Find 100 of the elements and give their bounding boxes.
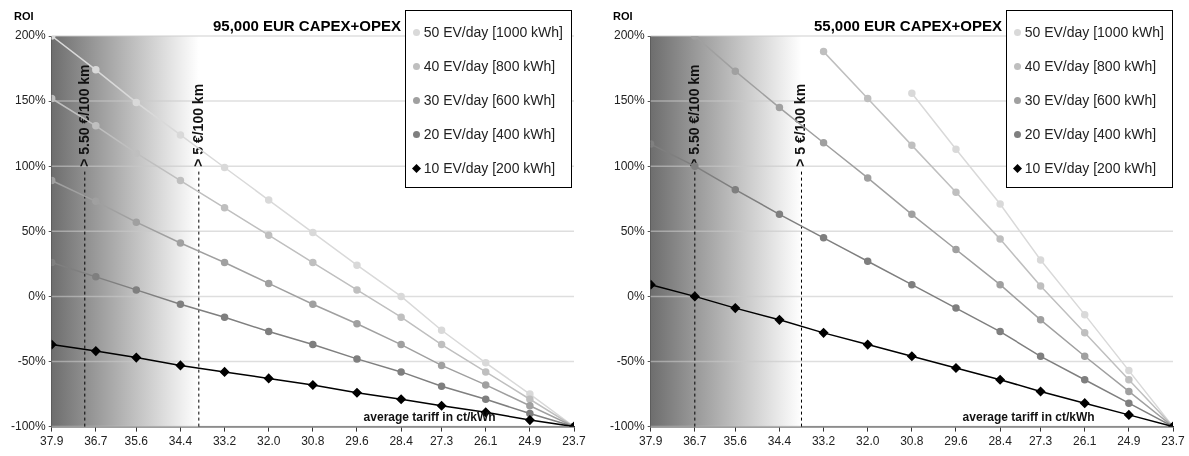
point bbox=[774, 315, 785, 325]
point bbox=[1125, 375, 1133, 384]
point bbox=[397, 313, 405, 321]
point bbox=[92, 273, 100, 281]
point bbox=[1124, 410, 1134, 420]
point bbox=[775, 210, 784, 219]
point bbox=[908, 280, 916, 289]
point bbox=[1125, 387, 1133, 396]
y-tick-label: 200% bbox=[14, 28, 47, 43]
x-tick-label: 36.7 bbox=[84, 434, 108, 449]
y-axis-title: ROI bbox=[14, 10, 34, 22]
x-tick-label: 26.1 bbox=[474, 434, 498, 449]
point bbox=[996, 200, 1004, 208]
point bbox=[731, 67, 740, 75]
point bbox=[132, 218, 141, 226]
point bbox=[264, 327, 273, 336]
y-tick-label: 50% bbox=[21, 223, 46, 238]
x-tick-label: 33.2 bbox=[212, 434, 237, 449]
chart-title: 55,000 EUR CAPEX+OPEX bbox=[813, 17, 1002, 34]
chart-title: 95,000 EUR CAPEX+OPEX bbox=[212, 17, 401, 34]
point bbox=[220, 258, 229, 267]
point bbox=[481, 381, 490, 389]
y-tick-label: 0% bbox=[627, 288, 646, 303]
point bbox=[309, 228, 317, 237]
point bbox=[481, 359, 490, 367]
point bbox=[863, 174, 872, 182]
legend-label: 40 EV/day [800 kWh] bbox=[423, 58, 556, 74]
point bbox=[176, 300, 185, 308]
point bbox=[1079, 398, 1090, 408]
point bbox=[908, 141, 916, 150]
point bbox=[396, 394, 406, 405]
x-tick-label: 29.6 bbox=[944, 434, 968, 449]
point bbox=[481, 395, 490, 404]
point bbox=[951, 363, 961, 373]
y-tick-label: 150% bbox=[613, 93, 646, 108]
point bbox=[264, 279, 273, 288]
point bbox=[996, 280, 1004, 289]
point bbox=[731, 185, 740, 194]
point bbox=[775, 103, 784, 112]
point bbox=[819, 47, 828, 56]
x-tick-label: 37.9 bbox=[40, 434, 64, 449]
point bbox=[352, 388, 362, 398]
point bbox=[437, 326, 446, 334]
point bbox=[526, 409, 534, 418]
point bbox=[397, 292, 405, 301]
point bbox=[1036, 352, 1045, 361]
point bbox=[92, 66, 100, 74]
x-tick-label: 29.6 bbox=[345, 434, 369, 449]
y-tick-label: -50% bbox=[616, 353, 646, 368]
x-tick-label: 32.0 bbox=[257, 434, 281, 449]
y-tick-label: -100% bbox=[11, 418, 47, 433]
point bbox=[308, 380, 318, 390]
point bbox=[1080, 329, 1089, 337]
point bbox=[132, 286, 141, 294]
y-tick-label: -100% bbox=[610, 418, 646, 433]
y-tick-label: 200% bbox=[613, 28, 646, 43]
y-tick-label: -50% bbox=[17, 353, 47, 368]
point bbox=[481, 368, 490, 376]
ref-line-label: > 5.50 €/100 km bbox=[75, 64, 92, 167]
y-tick-label: 0% bbox=[28, 288, 47, 303]
point bbox=[996, 327, 1004, 336]
point bbox=[818, 328, 829, 338]
point bbox=[437, 340, 446, 349]
point bbox=[862, 339, 873, 350]
x-tick-label: 36.7 bbox=[683, 434, 707, 449]
point bbox=[437, 361, 446, 370]
point bbox=[1080, 352, 1089, 361]
point bbox=[819, 234, 828, 242]
legend-label: 10 EV/day [200 kWh] bbox=[1024, 160, 1157, 176]
point bbox=[525, 415, 535, 425]
x-tick-label: 27.3 bbox=[429, 434, 454, 449]
x-tick-label: 33.2 bbox=[811, 434, 836, 449]
point bbox=[131, 352, 142, 363]
point bbox=[526, 402, 534, 410]
point bbox=[176, 176, 185, 185]
x-tick-label: 35.6 bbox=[124, 434, 149, 449]
point bbox=[1036, 282, 1045, 290]
point bbox=[952, 245, 960, 254]
point bbox=[1125, 399, 1133, 407]
point bbox=[863, 257, 872, 265]
point bbox=[690, 291, 700, 302]
x-tick-label: 24.9 bbox=[518, 434, 542, 449]
x-tick-label: 26.1 bbox=[1073, 434, 1097, 449]
legend-label: 20 EV/day [400 kWh] bbox=[423, 126, 556, 142]
x-tick-label: 23.7 bbox=[562, 434, 586, 449]
point bbox=[1080, 310, 1089, 319]
point bbox=[132, 98, 141, 107]
legend-label: 50 EV/day [1000 kWh] bbox=[423, 24, 563, 40]
point bbox=[176, 239, 185, 247]
point bbox=[176, 131, 185, 139]
point bbox=[220, 204, 229, 212]
legend-label: 10 EV/day [200 kWh] bbox=[423, 160, 556, 176]
x-tick-label: 34.4 bbox=[767, 434, 792, 449]
x-tick-label: 30.8 bbox=[301, 434, 325, 449]
point bbox=[952, 304, 960, 312]
x-tick-label: 30.8 bbox=[900, 434, 924, 449]
legend-label: 40 EV/day [800 kWh] bbox=[1024, 58, 1157, 74]
point bbox=[92, 122, 100, 130]
point bbox=[353, 286, 361, 294]
point bbox=[353, 355, 361, 363]
